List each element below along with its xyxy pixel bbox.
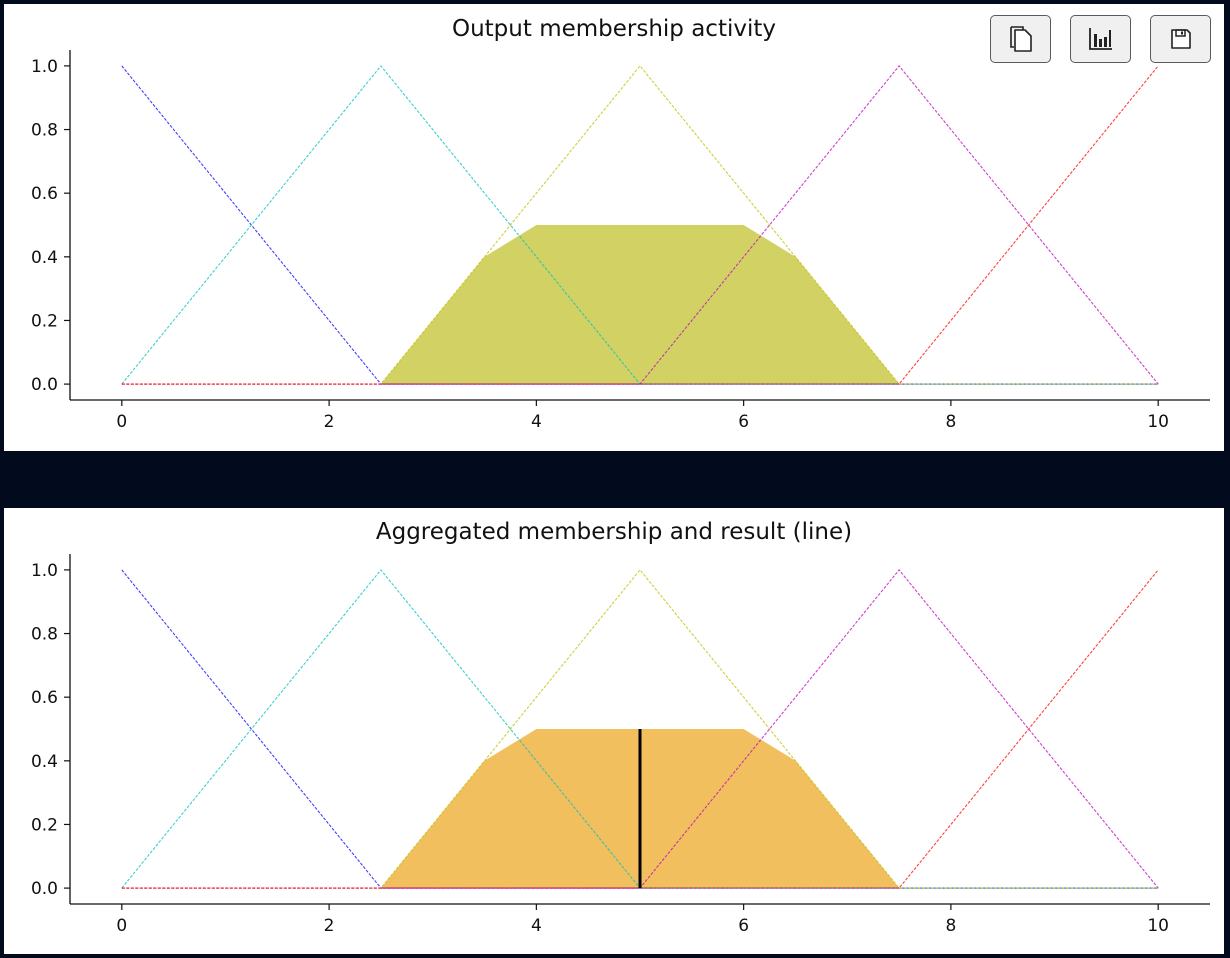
x-tick-label: 2 [324, 412, 335, 432]
save-icon [1170, 29, 1191, 49]
y-tick-label: 0.6 [31, 688, 58, 708]
y-tick-label: 0.0 [31, 375, 58, 395]
chart-panel-output: Output membership activity 0 2 4 6 8 10 0.0 0.2… [4, 4, 1224, 451]
x-tick-label: 8 [945, 916, 956, 936]
y-tick-label: 0.4 [31, 752, 58, 772]
y-tick-label: 0.8 [31, 121, 58, 141]
x-tick-label: 10 [1147, 916, 1169, 936]
mf-line-5 [121, 569, 1159, 889]
chart-title: Aggregated membership and result (line) [375, 519, 853, 545]
mf-line-5 [121, 65, 1159, 385]
x-tick-label: 4 [531, 412, 542, 432]
x-tick-label: 4 [531, 916, 542, 936]
x-tick-label: 8 [945, 412, 956, 432]
x-tick-label: 0 [116, 412, 127, 432]
x-tick-label: 0 [116, 916, 127, 936]
chart-title: Output membership activity [451, 16, 776, 42]
y-tick-label: 0.8 [31, 625, 58, 645]
chart-output-membership: 0 2 4 6 8 10 0.0 0.2 0.4 0.6 0.8 1.0 [31, 50, 1210, 432]
chart-aggregated-membership: 0 2 4 6 8 10 0.0 0.2 0.4 0.6 0.8 1.0 [31, 554, 1210, 936]
y-tick-label: 1.0 [31, 561, 58, 581]
x-tick-label: 6 [738, 412, 749, 432]
y-tick-label: 0.2 [31, 815, 58, 835]
bar-chart-icon [1088, 28, 1112, 50]
save-button[interactable] [1150, 15, 1211, 63]
y-tick-label: 0.2 [31, 311, 58, 331]
copy-button[interactable] [990, 15, 1051, 63]
mf-line-2 [121, 65, 1159, 385]
x-tick-label: 2 [324, 916, 335, 936]
membership-fill-area [380, 225, 900, 385]
chart-view-button[interactable] [1070, 15, 1131, 63]
y-tick-label: 0.0 [31, 879, 58, 899]
y-tick-label: 0.6 [31, 184, 58, 204]
copy-icon [1009, 26, 1032, 52]
mf-line-2 [121, 569, 1159, 889]
y-tick-label: 1.0 [31, 57, 58, 77]
y-tick-label: 0.4 [31, 248, 58, 268]
x-tick-label: 6 [738, 916, 749, 936]
chart-panel-aggregated: Aggregated membership and result (line) … [4, 508, 1224, 954]
x-tick-label: 10 [1147, 412, 1169, 432]
